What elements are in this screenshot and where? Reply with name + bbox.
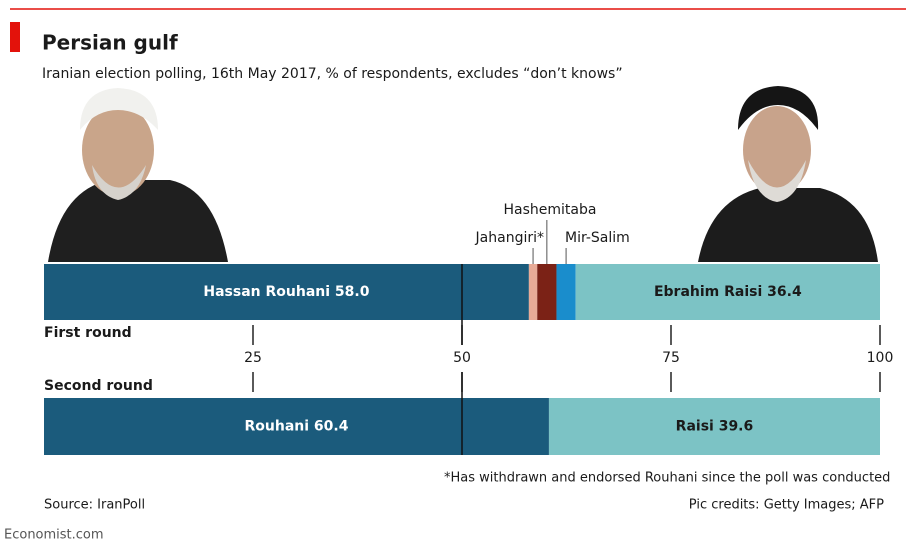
portrait-right xyxy=(698,86,878,262)
source: Source: IranPoll xyxy=(44,498,145,513)
series-label: Jahangiri* xyxy=(475,230,544,246)
footnote: *Has withdrawn and endorsed Rouhani sinc… xyxy=(444,471,890,486)
x-tick-label: 75 xyxy=(662,350,680,366)
bar-segment xyxy=(529,264,537,320)
chart-title: Persian gulf xyxy=(42,31,178,55)
bar-segment xyxy=(537,264,556,320)
series-label: Mir-Salim xyxy=(565,230,630,246)
x-tick-label: 100 xyxy=(867,350,894,366)
series-label: Hashemitaba xyxy=(504,202,597,218)
brand: Economist.com xyxy=(4,528,104,543)
value-label: Raisi 39.6 xyxy=(676,419,754,435)
chart-subtitle: Iranian election polling, 16th May 2017,… xyxy=(42,66,623,82)
red-tab xyxy=(10,22,20,52)
value-label: Hassan Rouhani 58.0 xyxy=(203,284,369,300)
value-label: Ebrahim Raisi 36.4 xyxy=(654,284,802,300)
portrait-left xyxy=(48,88,228,262)
value-label: Rouhani 60.4 xyxy=(244,419,348,435)
row-label: First round xyxy=(44,325,132,341)
chart: Persian gulf Iranian election polling, 1… xyxy=(0,0,906,543)
bar-segment xyxy=(556,264,575,320)
credits: Pic credits: Getty Images; AFP xyxy=(689,498,884,513)
x-tick-label: 50 xyxy=(453,350,471,366)
row-label: Second round xyxy=(44,378,153,394)
x-tick-label: 25 xyxy=(244,350,262,366)
